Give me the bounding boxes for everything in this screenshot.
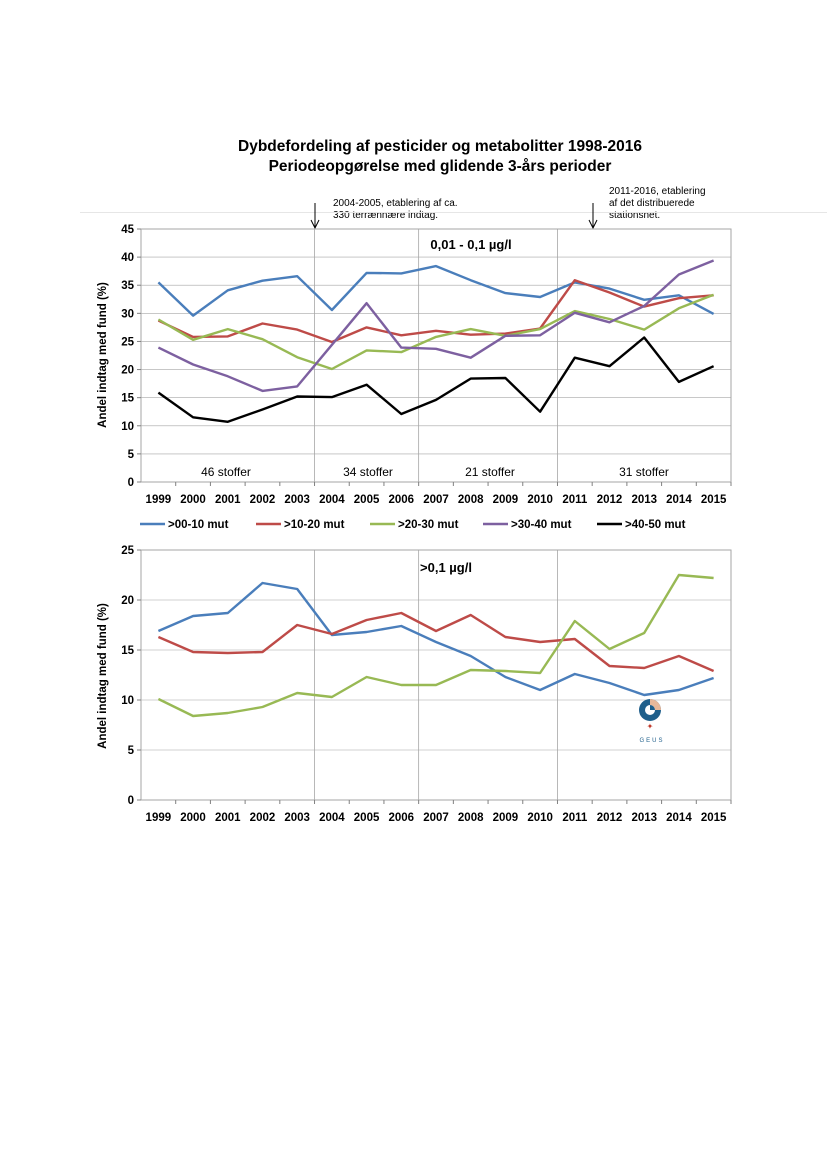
- c1-x-tick-2011: 2011: [562, 494, 588, 506]
- chart-low-concentration: 0 5 10 15 20 25 30 35 40 45 1999 2000 2001 2002 2003 2…: [97, 224, 732, 506]
- period-label-4: 31 stoffer: [619, 465, 669, 479]
- legend-item-2030: >20-30 mut: [370, 519, 459, 531]
- c2-x-tick-2005: 2005: [354, 812, 380, 824]
- annotation-2011-line-2: af det distribuerede: [609, 198, 695, 209]
- c2-x-tick-2012: 2012: [597, 812, 623, 824]
- c1-x-tick-2015: 2015: [701, 494, 727, 506]
- c2-x-tick-2002: 2002: [250, 812, 276, 824]
- c1-y-tick-40: 40: [121, 252, 134, 264]
- c1-x-tick-2012: 2012: [597, 494, 623, 506]
- chart-1-title: 0,01 - 0,1 µg/l: [430, 237, 511, 252]
- c1-y-tick-30: 30: [121, 308, 134, 320]
- geus-logo: ✦ GEUS: [639, 699, 664, 744]
- c1-series-4050-line: [157, 336, 715, 423]
- c1-x-tick-2005: 2005: [354, 494, 380, 506]
- period-label-3: 21 stoffer: [465, 465, 515, 479]
- c1-series-3040-line: [157, 259, 715, 393]
- c2-x-tick-2013: 2013: [631, 812, 657, 824]
- c1-x-tick-2003: 2003: [284, 494, 310, 506]
- c1-x-tick-2007: 2007: [423, 494, 449, 506]
- chart-2-y-axis-label: Andel indtag med fund (%): [97, 603, 109, 749]
- legend: >00-10 mut >10-20 mut >20-30 mut >30-40 …: [140, 519, 686, 531]
- legend-item-4050: >40-50 mut: [597, 519, 686, 531]
- c2-y-tick-10: 10: [121, 695, 134, 707]
- legend-item-3040: >30-40 mut: [483, 519, 572, 531]
- c2-x-tick-2003: 2003: [284, 812, 310, 824]
- c1-x-tick-2002: 2002: [250, 494, 276, 506]
- chart-1-plot-area: [140, 228, 732, 483]
- chart-1-y-axis-label: Andel indtag med fund (%): [97, 282, 109, 428]
- c2-y-tick-0: 0: [128, 795, 134, 807]
- legend-label-4050: >40-50 mut: [625, 519, 686, 531]
- c2-x-tick-2009: 2009: [493, 812, 519, 824]
- c1-x-tick-2004: 2004: [319, 494, 345, 506]
- chart-2-plot-area: [140, 549, 732, 801]
- c2-series-1020-line: [157, 611, 715, 673]
- legend-label-2030: >20-30 mut: [398, 519, 459, 531]
- c1-series-2030-line: [157, 293, 715, 371]
- c1-x-tick-2010: 2010: [527, 494, 553, 506]
- chart-title-line-2: Periodeopgørelse med glidende 3-års peri…: [268, 158, 612, 175]
- period-label-1: 46 stoffer: [201, 465, 251, 479]
- c1-y-tick-20: 20: [121, 365, 134, 377]
- annotation-2004-line-2: 330 terrænnære indtag.: [333, 210, 439, 221]
- c1-x-tick-2014: 2014: [666, 494, 692, 506]
- logo-star-icon: ✦: [647, 722, 654, 731]
- c2-y-tick-20: 20: [121, 595, 134, 607]
- c1-y-tick-5: 5: [128, 449, 135, 461]
- down-arrow-icon: [588, 203, 598, 230]
- c1-x-tick-2000: 2000: [180, 494, 206, 506]
- period-label-2: 34 stoffer: [343, 465, 393, 479]
- c1-series-1020-line: [157, 279, 714, 344]
- annotation-2011-line-3: stationsnet.: [609, 210, 661, 221]
- chart-2-title: >0,1 µg/l: [420, 560, 472, 575]
- c2-y-tick-5: 5: [128, 745, 135, 757]
- legend-label-3040: >30-40 mut: [511, 519, 572, 531]
- annotation-2011-line-1: 2011-2016, etablering: [609, 186, 706, 197]
- c2-series-0010-line: [157, 581, 714, 697]
- c1-x-tick-2008: 2008: [458, 494, 484, 506]
- c2-x-tick-2014: 2014: [666, 812, 692, 824]
- c2-x-tick-2011: 2011: [562, 812, 588, 824]
- c2-x-tick-2001: 2001: [215, 812, 241, 824]
- c2-x-tick-2015: 2015: [701, 812, 727, 824]
- legend-item-1020: >10-20 mut: [256, 519, 345, 531]
- c1-x-tick-2006: 2006: [388, 494, 414, 506]
- c2-series-2030-line: [157, 573, 714, 718]
- chart-title: Dybdefordeling af pesticider og metaboli…: [0, 137, 827, 177]
- down-arrow-icon: [310, 203, 320, 230]
- c2-x-tick-2000: 2000: [180, 812, 206, 824]
- chart-high-concentration: 0 5 10 15 20 25 1999 2000 2001 2002 2003 2004 2005 2…: [97, 545, 732, 824]
- chart-title-line-1: Dybdefordeling af pesticider og metaboli…: [238, 138, 642, 155]
- annotation-2004: 2004-2005, etablering af ca. 330 terrænn…: [333, 198, 458, 222]
- logo-text: GEUS: [639, 738, 664, 744]
- c2-x-tick-2008: 2008: [458, 812, 484, 824]
- legend-label-1020: >10-20 mut: [284, 519, 345, 531]
- c2-x-tick-2006: 2006: [388, 812, 414, 824]
- c1-x-tick-1999: 1999: [146, 494, 172, 506]
- c1-y-tick-35: 35: [121, 280, 134, 292]
- c1-y-tick-10: 10: [121, 421, 134, 433]
- c1-x-tick-2013: 2013: [631, 494, 657, 506]
- c1-x-tick-2009: 2009: [493, 494, 519, 506]
- c2-x-tick-2007: 2007: [423, 812, 449, 824]
- c1-y-tick-0: 0: [128, 477, 134, 489]
- c2-x-tick-2004: 2004: [319, 812, 345, 824]
- legend-label-0010: >00-10 mut: [168, 519, 229, 531]
- annotation-2004-line-1: 2004-2005, etablering af ca.: [333, 198, 458, 209]
- c2-y-tick-15: 15: [121, 645, 134, 657]
- c1-series-0010-line: [157, 264, 715, 317]
- c1-y-tick-25: 25: [121, 336, 134, 348]
- c1-x-tick-2001: 2001: [215, 494, 241, 506]
- c1-y-tick-15: 15: [121, 393, 134, 405]
- c2-y-tick-25: 25: [121, 545, 134, 557]
- legend-item-0010: >00-10 mut: [140, 519, 229, 531]
- c1-y-tick-45: 45: [121, 224, 134, 236]
- annotation-2011: 2011-2016, etablering af det distribuere…: [609, 186, 706, 222]
- logo-inner-quadrant: [650, 705, 655, 710]
- c2-x-tick-1999: 1999: [146, 812, 172, 824]
- c2-x-tick-2010: 2010: [527, 812, 553, 824]
